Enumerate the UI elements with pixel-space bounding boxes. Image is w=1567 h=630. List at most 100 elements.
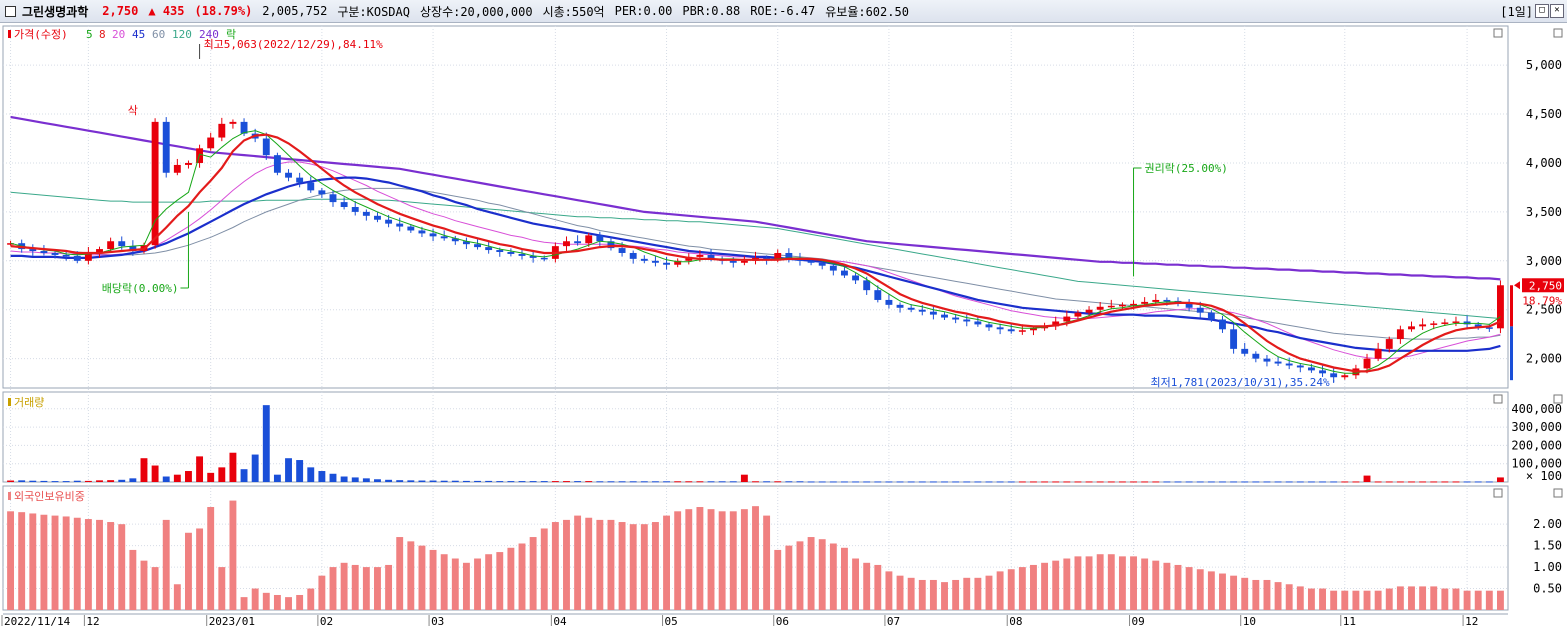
volume-bar <box>396 480 404 482</box>
volume-bar <box>696 481 704 483</box>
candle-body <box>1030 328 1037 331</box>
candle-body <box>1307 367 1315 371</box>
foreign-ratio-bar <box>18 512 26 610</box>
volume-bar <box>796 481 804 483</box>
foreign-ratio-bar <box>696 507 704 610</box>
volume-bar <box>618 481 626 483</box>
candle-body <box>907 307 915 310</box>
volume-bar <box>118 479 126 482</box>
candle-body <box>618 248 626 253</box>
volume-bar <box>1096 481 1104 483</box>
volume-bar <box>907 481 915 483</box>
foreign-ratio-bar <box>1030 564 1037 610</box>
candle-body <box>40 251 48 253</box>
foreign-ratio-bar <box>1352 590 1360 610</box>
period-selector[interactable]: [1일] <box>1500 5 1533 19</box>
foreign-legend-item: 외국인보유비중 <box>14 490 85 503</box>
close-button[interactable]: ✕ <box>1550 4 1564 18</box>
select-checkbox[interactable] <box>5 5 16 17</box>
foreign-ratio-bar <box>1296 586 1304 610</box>
candle-body <box>474 244 481 248</box>
price-range-bar <box>1510 326 1513 381</box>
price-change: ▲ 435 <box>148 4 185 18</box>
foreign-ratio-bar <box>1441 588 1449 610</box>
foreign-ratio-bar <box>507 547 515 610</box>
foreign-ratio-bar <box>1052 560 1060 610</box>
candle-body <box>1385 339 1393 349</box>
volume-bar <box>707 481 715 483</box>
volume-value: 2,005,752 <box>262 4 328 18</box>
foreign-ratio-bar <box>1419 586 1427 610</box>
candle-body <box>518 253 526 256</box>
candle-body <box>1130 303 1137 306</box>
foreign-ratio-bar <box>1007 569 1015 610</box>
date-tick-label: 07 <box>887 615 900 628</box>
volume-bar <box>896 481 904 483</box>
candle-body <box>963 319 971 322</box>
volume-bar <box>785 481 793 483</box>
foreign-ratio-bar <box>262 592 270 610</box>
candle-body <box>173 164 181 173</box>
candle-body <box>818 262 826 266</box>
candle-body <box>507 252 515 254</box>
foreign-ratio-bar <box>96 519 103 610</box>
volume-bar <box>1330 481 1338 483</box>
date-tick-label: 2022/11/14 <box>4 615 71 628</box>
candle-body <box>941 314 948 318</box>
stock-name[interactable]: 그린생명과학 <box>22 4 89 19</box>
foreign-ratio-bar <box>7 511 15 610</box>
foreign-ratio-bar <box>1141 558 1149 610</box>
volume-bar <box>685 481 693 483</box>
last-price-pointer <box>1514 281 1520 290</box>
volume-bar <box>429 480 437 482</box>
stock-header: 그린생명과학 2,750 ▲ 435 (18.79%) 2,005,752 구분… <box>0 0 1567 23</box>
volume-bar <box>1207 481 1215 483</box>
candle-body <box>1274 361 1282 364</box>
volume-unit-label: × 100 <box>1526 469 1562 483</box>
volume-bar <box>1374 481 1382 483</box>
volume-bar <box>563 481 570 483</box>
foreign-tick-label: 1.50 <box>1533 539 1562 553</box>
volume-bar <box>107 480 115 482</box>
candle-body <box>929 311 937 315</box>
volume-bar <box>607 481 615 483</box>
foreign-ratio-bar <box>841 547 848 610</box>
price-tick-label: 2,000 <box>1526 352 1562 366</box>
candle-body <box>885 299 893 305</box>
foreign-ratio-bar <box>740 509 748 610</box>
candle-body <box>807 260 815 263</box>
candle-body <box>740 260 748 263</box>
candle-body <box>729 260 737 263</box>
volume-bar <box>374 479 381 482</box>
date-tick-label: 05 <box>665 615 678 628</box>
candle-body <box>863 280 871 291</box>
date-tick-label: 09 <box>1132 615 1145 628</box>
candle-body <box>1341 375 1349 378</box>
foreign-ratio-bar <box>429 549 437 610</box>
candle-body <box>774 252 782 260</box>
volume-bar <box>485 480 493 482</box>
candle-body <box>374 215 381 220</box>
foreign-ratio-bar <box>29 513 37 610</box>
legend-marker <box>8 30 11 38</box>
volume-bar <box>1285 481 1293 483</box>
volume-bar <box>1074 481 1082 483</box>
foreign-ratio-bar <box>918 579 926 610</box>
candle-body <box>218 123 226 138</box>
candle-body <box>1185 303 1193 308</box>
candle-body <box>1408 326 1415 330</box>
volume-bar <box>974 481 982 483</box>
foreign-ratio-bar <box>585 517 593 610</box>
volume-bar <box>1174 481 1182 483</box>
volume-bar <box>1252 481 1260 483</box>
maximize-button[interactable]: □ <box>1535 4 1549 18</box>
stock-chart[interactable]: 2,000 2,500 3,000 3,500 4,000 4,500 5,000 가격(수정… <box>0 22 1567 630</box>
foreign-ratio-bar <box>596 519 604 610</box>
volume-bar <box>1307 481 1315 483</box>
legend-marker <box>8 492 11 500</box>
date-tick-label: 08 <box>1009 615 1022 628</box>
volume-bar <box>1041 481 1049 483</box>
candle-body <box>1074 312 1082 317</box>
candle-body <box>229 121 237 124</box>
candle-body <box>362 211 370 216</box>
